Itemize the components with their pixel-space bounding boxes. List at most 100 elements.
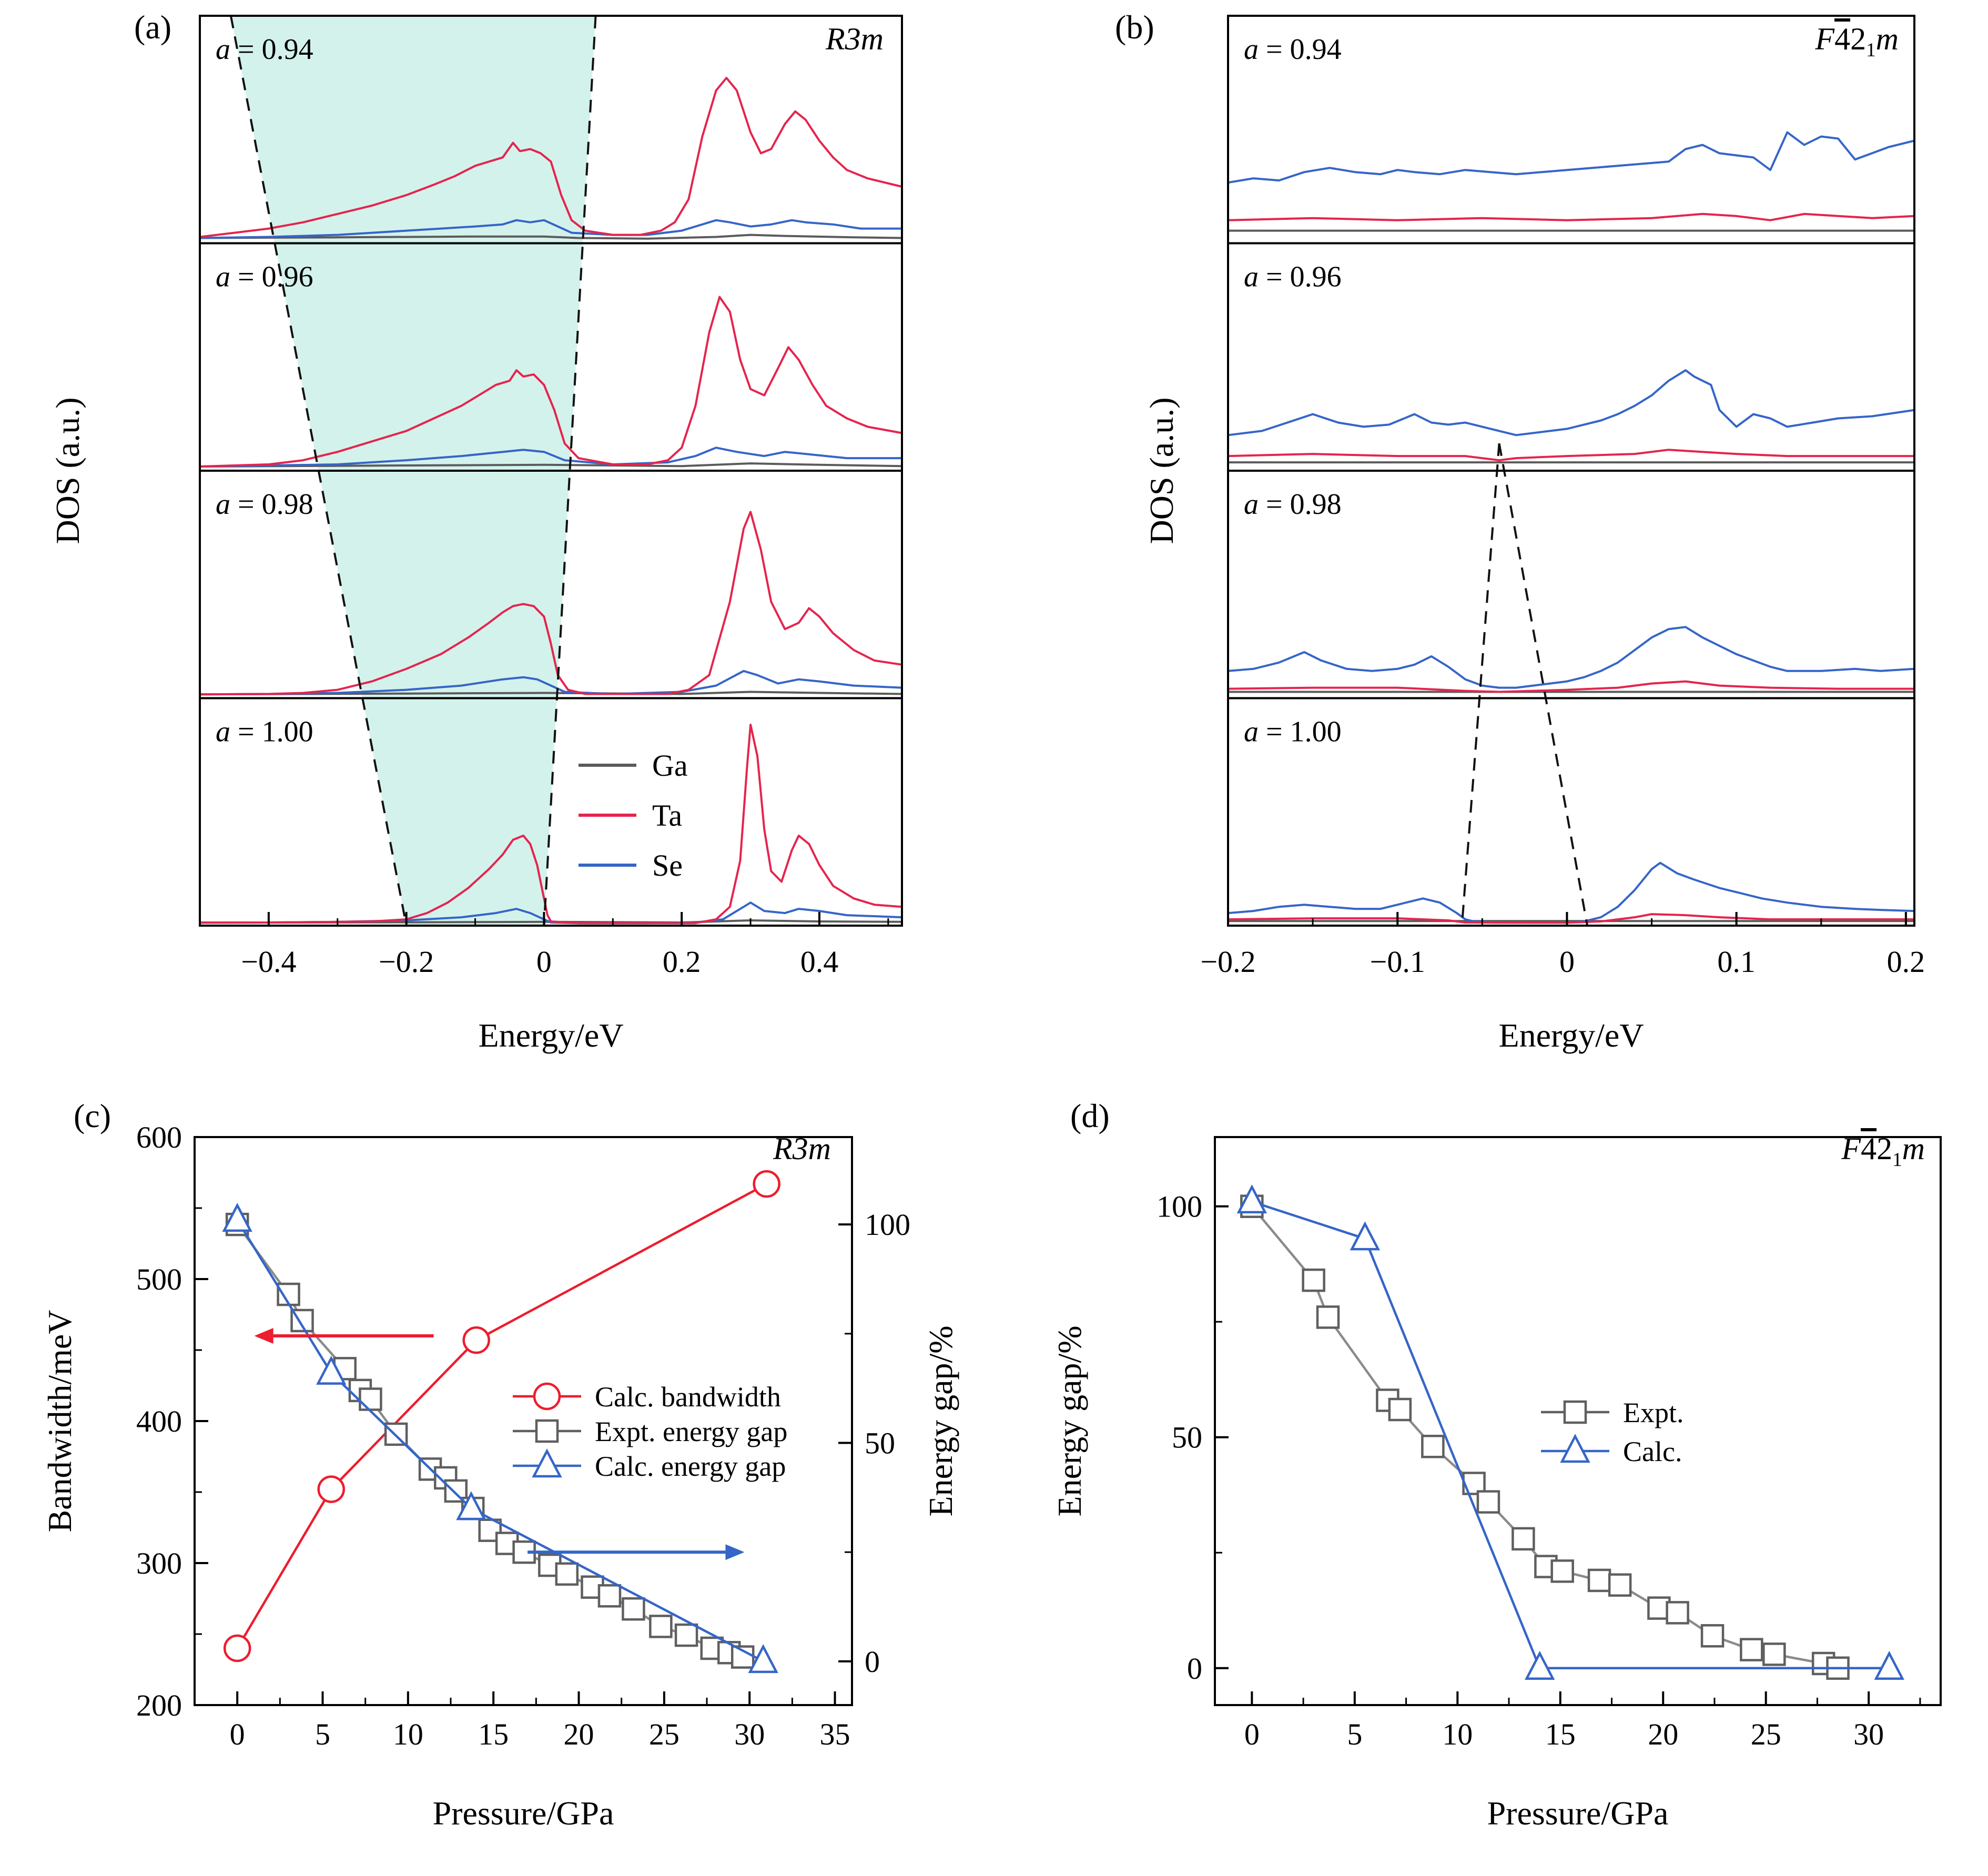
series-calc-energy-gap-marker (748, 1644, 778, 1674)
gap-dashed-line (1460, 443, 1500, 926)
y-tick-label: 50 (1172, 1421, 1202, 1455)
series-calc-bandwidth-marker (223, 1634, 251, 1662)
title-part: m (1875, 22, 1899, 56)
series-calc-bandwidth-marker (317, 1475, 345, 1503)
legend-marker (1560, 1434, 1590, 1463)
subpanel-label-value: = 1.00 (1259, 716, 1342, 748)
legend-marker (532, 1448, 562, 1478)
series-expt-energy-gap-marker (622, 1597, 645, 1621)
series-expt-energy-gap-marker (649, 1615, 673, 1638)
x-tick-label: 35 (820, 1717, 850, 1751)
dos-curve-ta (199, 77, 903, 238)
panel-d-letter: (d) (1070, 1097, 1110, 1134)
series-expt-energy-gap-marker (555, 1562, 579, 1586)
title-part: m (1902, 1131, 1925, 1166)
x-tick-label: 0 (1559, 945, 1575, 979)
subpanel-label-value: = 0.96 (230, 261, 313, 293)
title-part: F (1815, 22, 1835, 56)
subpanel-label-value: = 0.98 (1259, 488, 1342, 521)
subpanel-label: a = 1.00 (1244, 716, 1342, 748)
dos-curve-ta (199, 296, 903, 468)
subpanel-label-var: a (1244, 488, 1259, 521)
legend-marker (535, 1419, 559, 1443)
series-line-calc-energy-gap (236, 1219, 764, 1662)
panel-d-chart: 0 5 10 15 20 25 30 0 50 100 Expt. Calc. Pressure/GPa… (1051, 1136, 1942, 1832)
dos-curve-se (1227, 131, 1915, 184)
subpanel-label-var: a (1244, 716, 1259, 748)
x-tick-label: 15 (1545, 1717, 1576, 1751)
subpanel-label-var: a (216, 261, 230, 293)
subpanel-label-var: a (216, 716, 230, 748)
dos-curve-ga (199, 691, 903, 696)
dos-curve-se (1227, 369, 1915, 437)
subpanel-label-value: = 0.94 (230, 33, 313, 66)
title-part: 2 (1850, 22, 1867, 56)
legend-marker (533, 1382, 561, 1411)
legend-label-se: Se (652, 848, 683, 883)
legend-label: Calc. energy gap (595, 1451, 786, 1482)
y-axis-label: Energy gap/% (1051, 1325, 1088, 1516)
panel-a-letter: (a) (134, 8, 172, 46)
y-tick-label: 300 (136, 1546, 182, 1580)
series-calc-energy-gap-marker (222, 1202, 252, 1232)
dos-curve-ta (1227, 449, 1915, 462)
panel-c-letter: (c) (74, 1097, 111, 1134)
subpanel-label: a = 0.96 (216, 261, 313, 293)
subpanel-label: a = 0.96 (1244, 261, 1342, 293)
x-tick-label: −0.1 (1370, 945, 1425, 979)
series-expt--marker (1388, 1397, 1412, 1422)
subpanel-label-value: = 1.00 (230, 716, 313, 748)
series-expt--marker (1762, 1642, 1786, 1666)
x-axis-label: Energy/eV (1498, 1017, 1644, 1054)
x-tick-label: 0 (536, 945, 552, 979)
dos-curve-ta (199, 511, 903, 696)
x-tick-label: 5 (315, 1717, 330, 1751)
gap-boundary-dashed-line (543, 15, 597, 926)
y2-tick-label: 50 (865, 1426, 895, 1461)
subpanel-label: a = 1.00 (216, 716, 313, 748)
x-axis-label: Pressure/GPa (1487, 1794, 1669, 1832)
series-expt--marker (1700, 1624, 1725, 1648)
series-line-calc- (1251, 1200, 1890, 1670)
x-tick-label: 0 (230, 1717, 245, 1751)
series-calc--marker (1350, 1221, 1381, 1251)
arrow-head (254, 1328, 273, 1344)
dos-curve-ga (199, 234, 903, 240)
y-tick-label: 600 (136, 1120, 182, 1154)
series-expt--marker (1302, 1268, 1325, 1292)
x-tick-label: 0.4 (800, 945, 839, 979)
dos-curve-ta (1227, 913, 1915, 924)
series-expt--marker (1421, 1435, 1445, 1458)
subpanel-label-var: a (1244, 33, 1259, 66)
title-part: 2 (1877, 1131, 1893, 1166)
series-expt--marker (1587, 1568, 1611, 1593)
panel-c-chart: 0 5 10 15 20 25 30 35 200 300 400 500 600 0 50 100 Calc.… (41, 1120, 959, 1832)
dos-curve-ga (199, 462, 903, 468)
panel-a-title: R3m (736, 21, 884, 57)
series-expt--marker (1476, 1490, 1500, 1514)
series-expt--marker (1666, 1601, 1689, 1625)
y-tick-label: 400 (136, 1404, 182, 1438)
x-tick-label: 10 (1442, 1717, 1473, 1751)
x-tick-label: 20 (564, 1717, 594, 1751)
x-tick-label: 0.1 (1717, 945, 1756, 979)
axes-frame (1214, 1136, 1942, 1706)
title-part: 4 (1861, 1131, 1877, 1166)
series-calc-bandwidth-marker (753, 1170, 780, 1198)
arrow-head (725, 1544, 745, 1560)
series-expt-energy-gap-marker (359, 1387, 382, 1411)
y2-axis-label: Energy gap/% (922, 1325, 959, 1516)
y-tick-label: 500 (136, 1262, 182, 1296)
y-axis-label: DOS (a.u.) (49, 397, 86, 544)
legend-label: Calc. bandwidth (595, 1381, 781, 1413)
panel-b-letter: (b) (1115, 8, 1154, 46)
legend-label: Calc. (1623, 1436, 1682, 1467)
x-tick-label: 0.2 (1887, 945, 1925, 979)
subpanel-frame (199, 697, 903, 927)
x-tick-label: 30 (1853, 1717, 1884, 1751)
subpanel-label-value: = 0.94 (1259, 33, 1342, 66)
series-calc--marker (1874, 1650, 1904, 1680)
series-expt-energy-gap-marker (674, 1623, 698, 1647)
series-expt--marker (1608, 1573, 1632, 1597)
